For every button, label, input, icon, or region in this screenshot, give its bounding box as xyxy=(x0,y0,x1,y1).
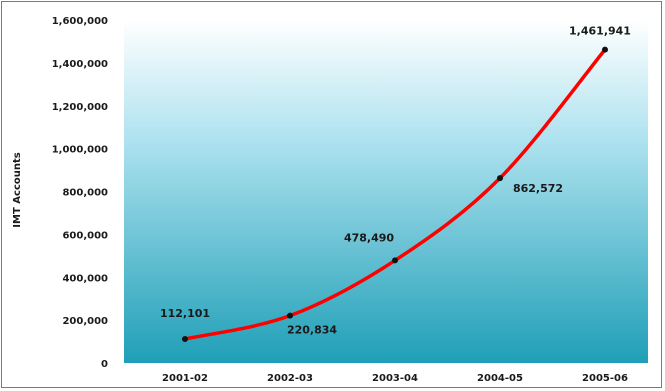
data-labels: 112,101 220,834 478,490 862,572 1,461,941 xyxy=(160,25,631,337)
data-point xyxy=(497,175,503,182)
y-tick-label: 1,000,000 xyxy=(52,145,108,156)
x-tick-label: 2001-02 xyxy=(162,373,208,384)
x-axis-ticks: 2001-02 2002-03 2003-04 2004-05 2005-06 xyxy=(162,373,628,384)
data-label: 1,461,941 xyxy=(569,25,631,38)
y-axis-ticks: 0 200,000 400,000 600,000 800,000 1,000,000 1,… xyxy=(52,16,108,370)
x-tick-label: 2003-04 xyxy=(372,373,418,384)
y-tick-label: 400,000 xyxy=(62,273,108,284)
y-axis-label: IMT Accounts xyxy=(12,152,23,227)
y-tick-label: 0 xyxy=(101,359,108,370)
y-tick-label: 1,600,000 xyxy=(52,16,108,27)
data-label: 112,101 xyxy=(160,307,210,320)
data-label: 862,572 xyxy=(513,182,563,195)
series-line xyxy=(183,47,607,341)
y-tick-label: 1,400,000 xyxy=(52,59,108,70)
data-point xyxy=(392,257,398,264)
data-point xyxy=(287,312,293,319)
y-tick-label: 200,000 xyxy=(62,316,108,327)
x-tick-label: 2002-03 xyxy=(267,373,313,384)
y-tick-label: 600,000 xyxy=(62,230,108,241)
plot-area xyxy=(124,20,648,363)
data-label: 220,834 xyxy=(287,324,337,337)
y-tick-label: 800,000 xyxy=(62,188,108,199)
data-point xyxy=(602,46,608,53)
data-points xyxy=(182,46,608,342)
x-tick-label: 2005-06 xyxy=(582,373,628,384)
x-tick-label: 2004-05 xyxy=(477,373,523,384)
data-label: 478,490 xyxy=(344,231,394,244)
data-point xyxy=(182,335,188,342)
y-tick-label: 1,200,000 xyxy=(52,102,108,113)
